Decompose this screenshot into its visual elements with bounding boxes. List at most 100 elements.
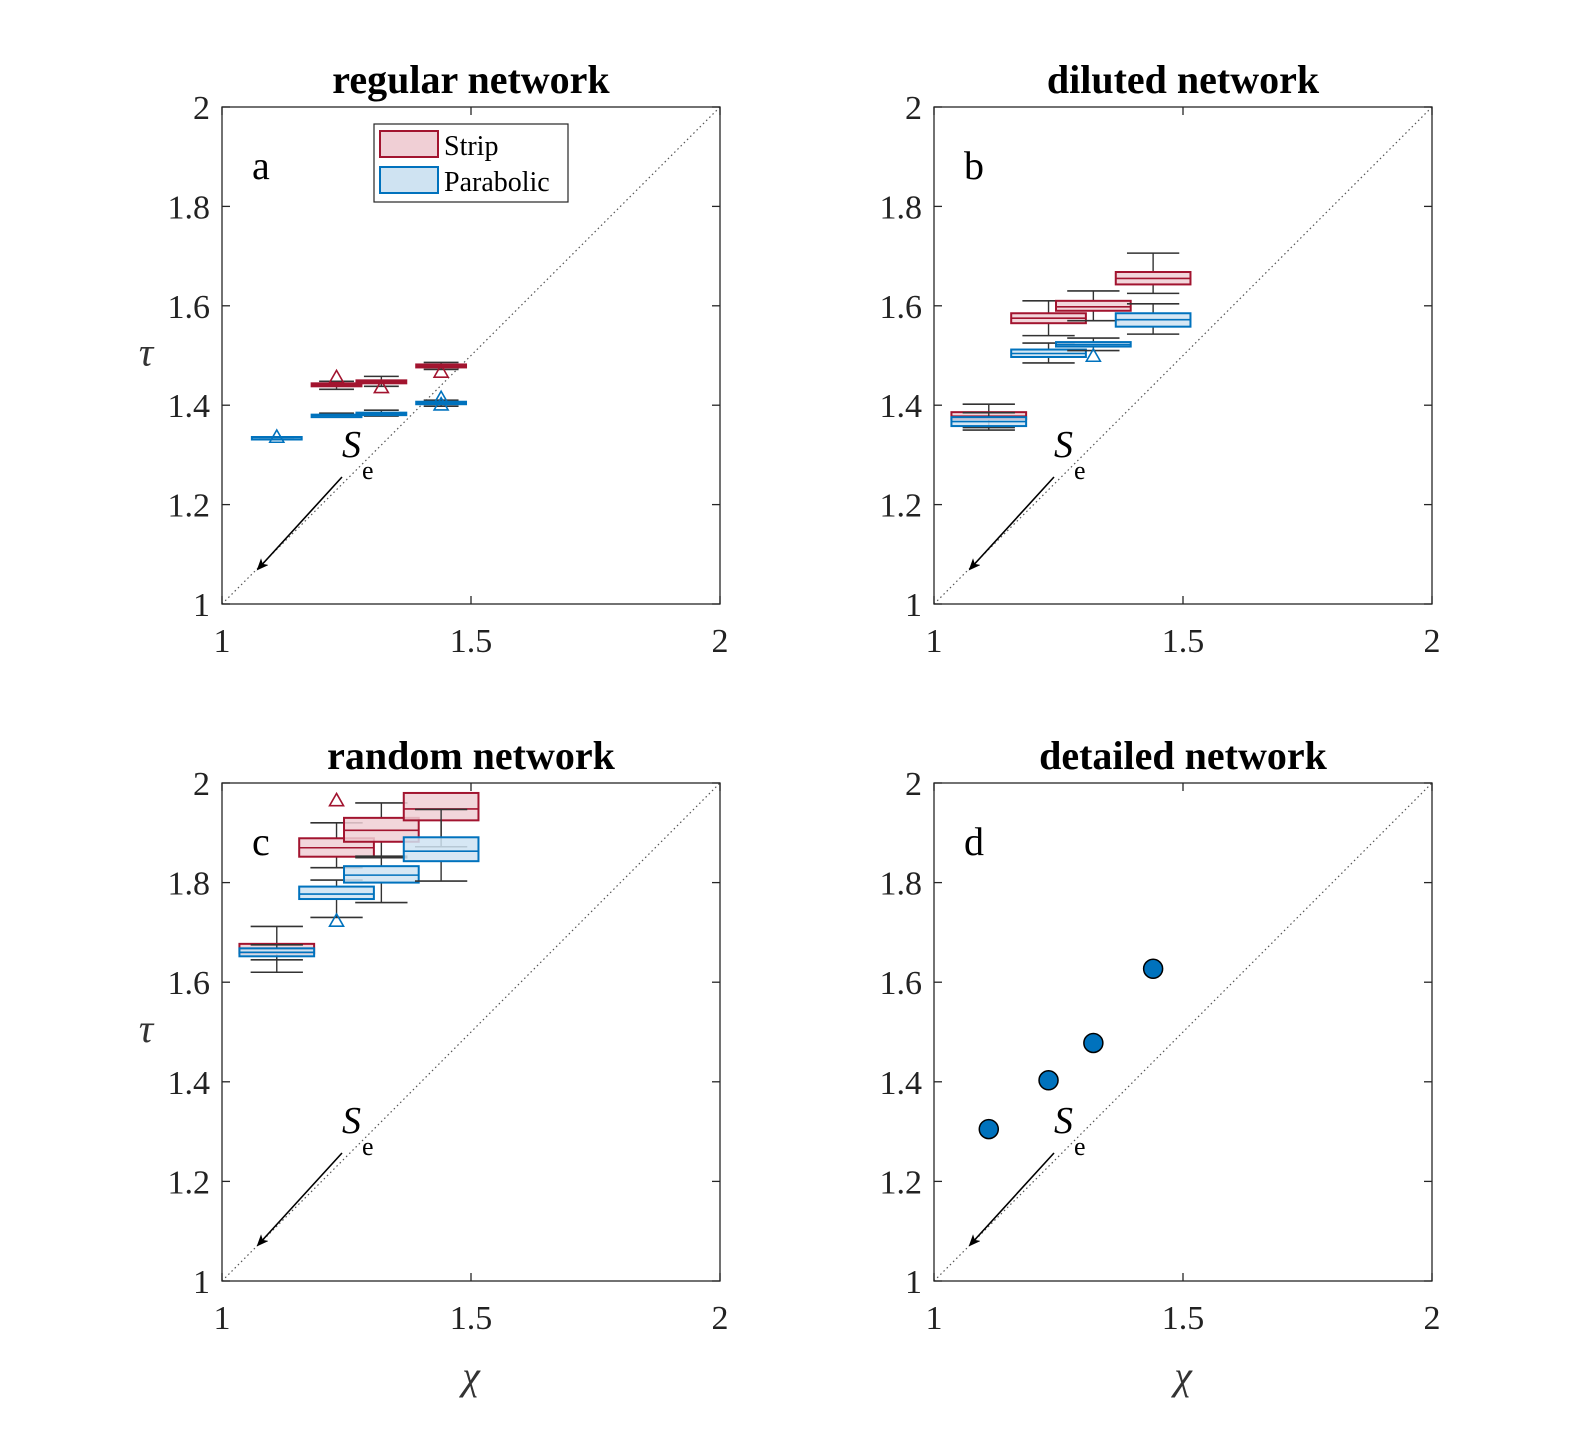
annotation-s: S bbox=[1054, 1100, 1073, 1142]
y-tick-label: 1.8 bbox=[168, 866, 211, 903]
identity-line bbox=[933, 782, 1433, 1282]
legend: Strip Parabolic bbox=[373, 123, 569, 203]
box-parabolic bbox=[250, 428, 303, 444]
outlier-marker bbox=[268, 428, 286, 444]
y-tick-label: 1 bbox=[905, 1264, 922, 1301]
x-tick-label: 1.5 bbox=[1162, 623, 1205, 660]
y-tick-label: 1 bbox=[193, 1264, 210, 1301]
y-tick-label: 1 bbox=[193, 587, 210, 624]
box-strip bbox=[355, 375, 408, 394]
x-axis-label: χ bbox=[1170, 1353, 1193, 1398]
box-strip bbox=[1055, 290, 1132, 322]
box-parabolic bbox=[310, 412, 363, 419]
box-parabolic bbox=[1114, 303, 1192, 335]
panel-c: random network 1 1.2 1.4 1.6 1.8 2 1 1.5 2 τ χ c Se bbox=[139, 733, 729, 1398]
panel-d: detailed network 1 1.2 1.4 1.6 1.8 2 1 1.5 2 χ d Se bbox=[880, 733, 1441, 1398]
x-tick-label: 1 bbox=[214, 623, 231, 660]
y-tick-label: 2 bbox=[193, 766, 210, 803]
box-parabolic bbox=[343, 855, 420, 904]
outlier-marker bbox=[432, 363, 450, 378]
annotation-s: S bbox=[342, 1100, 361, 1142]
x-tick-label: 2 bbox=[1424, 1300, 1441, 1337]
box-strip bbox=[1114, 252, 1192, 295]
y-axis-label: τ bbox=[139, 1006, 155, 1051]
annotation-arrow bbox=[256, 476, 343, 571]
box-parabolic bbox=[355, 409, 408, 417]
x-tick-label: 2 bbox=[1424, 623, 1441, 660]
panel-letter: c bbox=[252, 819, 270, 864]
x-tick-label: 1.5 bbox=[450, 623, 493, 660]
y-tick-label: 1.6 bbox=[880, 965, 923, 1002]
panel-letter: a bbox=[252, 143, 270, 188]
identity-line bbox=[221, 106, 721, 605]
y-tick-label: 1.2 bbox=[880, 1164, 923, 1201]
y-tick-label: 1.6 bbox=[168, 289, 211, 326]
y-tick-label: 1.6 bbox=[880, 289, 923, 326]
y-tick-label: 1.4 bbox=[168, 1065, 211, 1102]
annotation-arrow bbox=[968, 1152, 1055, 1247]
y-tick-label: 1.8 bbox=[880, 866, 923, 903]
legend-swatch-strip bbox=[379, 130, 439, 158]
y-tick-label: 2 bbox=[193, 90, 210, 127]
legend-swatch-parabolic bbox=[379, 166, 439, 194]
annotation-arrow bbox=[256, 1152, 343, 1247]
legend-label: Parabolic bbox=[444, 167, 550, 198]
box-parabolic bbox=[415, 389, 468, 411]
outlier-marker bbox=[432, 389, 450, 405]
y-axis-label: τ bbox=[139, 330, 155, 375]
y-tick-label: 1.4 bbox=[880, 1065, 923, 1102]
box-parabolic bbox=[402, 808, 480, 882]
outlier-marker bbox=[432, 396, 450, 411]
data-point bbox=[978, 1118, 1000, 1140]
panel-b: diluted network 1 1.2 1.4 1.6 1.8 2 1 1.5 2 b Se bbox=[880, 57, 1441, 660]
y-tick-label: 1.2 bbox=[168, 488, 211, 525]
y-tick-label: 1.4 bbox=[168, 388, 211, 425]
box-body bbox=[1055, 299, 1132, 312]
annotation-arrow bbox=[968, 476, 1055, 571]
x-tick-label: 1.5 bbox=[450, 1300, 493, 1337]
panel-title: diluted network bbox=[1047, 57, 1320, 102]
y-tick-label: 2 bbox=[905, 766, 922, 803]
annotation-sub: e bbox=[1074, 456, 1086, 485]
identity-line bbox=[221, 782, 721, 1282]
panel-title: detailed network bbox=[1039, 733, 1328, 778]
y-tick-label: 1.8 bbox=[880, 189, 923, 226]
outlier-marker bbox=[1084, 347, 1102, 363]
x-tick-label: 2 bbox=[712, 1300, 729, 1337]
outlier-marker bbox=[328, 368, 345, 384]
panel-a: regular network 1 1.2 1.4 1.6 1.8 2 1 1.5 2 τ a Se St… bbox=[139, 57, 729, 660]
panel-letter: b bbox=[964, 143, 984, 188]
legend-label: Strip bbox=[444, 131, 498, 162]
x-tick-label: 2 bbox=[712, 623, 729, 660]
annotation-s: S bbox=[1054, 424, 1073, 466]
x-tick-label: 1 bbox=[214, 1300, 231, 1337]
box-body bbox=[298, 885, 375, 901]
box-parabolic bbox=[950, 411, 1028, 431]
y-tick-label: 1.2 bbox=[168, 1164, 211, 1201]
y-tick-label: 1.8 bbox=[168, 189, 211, 226]
panel-title: regular network bbox=[332, 57, 610, 102]
box-parabolic bbox=[1010, 342, 1087, 364]
box-parabolic bbox=[238, 944, 316, 961]
data-point bbox=[1142, 958, 1164, 980]
data-point bbox=[1083, 1032, 1104, 1054]
box-parabolic bbox=[1055, 337, 1132, 363]
y-tick-label: 1 bbox=[905, 587, 922, 624]
annotation-s: S bbox=[342, 424, 361, 466]
data-point bbox=[1038, 1070, 1059, 1091]
box-strip bbox=[415, 361, 468, 378]
annotation-sub: e bbox=[1074, 1132, 1086, 1161]
panel-title: random network bbox=[327, 733, 616, 778]
x-tick-label: 1.5 bbox=[1162, 1300, 1205, 1337]
panel-letter: d bbox=[964, 819, 984, 864]
y-tick-label: 1.2 bbox=[880, 488, 923, 525]
outlier-marker bbox=[328, 791, 345, 807]
x-tick-label: 1 bbox=[926, 623, 943, 660]
y-tick-label: 1.6 bbox=[168, 965, 211, 1002]
y-tick-label: 2 bbox=[905, 90, 922, 127]
identity-line bbox=[933, 106, 1433, 605]
y-tick-label: 1.4 bbox=[880, 388, 923, 425]
outlier-marker bbox=[328, 912, 345, 927]
x-axis-label: χ bbox=[458, 1353, 481, 1398]
